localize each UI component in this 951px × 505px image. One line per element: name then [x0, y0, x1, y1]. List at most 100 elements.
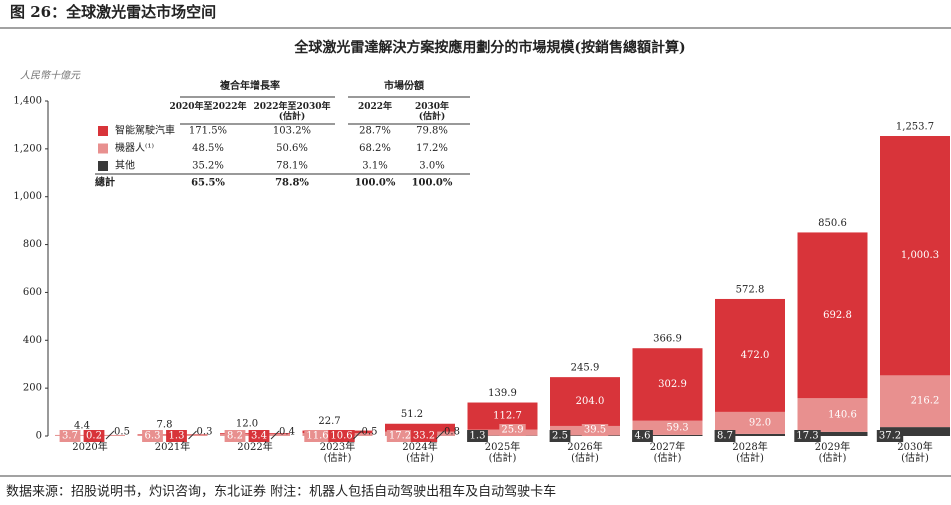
table-cell: 50.6% [276, 143, 308, 154]
value-label-bg [739, 349, 771, 362]
value-label-bg [574, 395, 606, 408]
table-cell: 48.5% [192, 143, 224, 154]
y-tick-label: 200 [23, 383, 42, 394]
table-header: 2022年至2030年 (估計) [253, 102, 331, 122]
legend-label: 智能駕駛汽車 [115, 124, 175, 137]
figure-title: 图 26：全球激光雷达市场空间 [10, 3, 216, 21]
value-label-bg [821, 309, 854, 322]
x-tick-label: 2029年 (估計) [814, 442, 851, 464]
value-label: 0.3 [197, 427, 213, 438]
value-label: 692.8 [823, 310, 852, 321]
x-tick-label: 2020年 [72, 442, 108, 453]
value-label-bg [549, 430, 571, 442]
table-cell: 3.0% [419, 161, 444, 172]
total-label: 139.9 [488, 388, 517, 399]
x-tick-label: 2030年 (估計) [897, 442, 933, 464]
value-label-bg [499, 424, 526, 436]
y-tick-label: 400 [23, 335, 42, 346]
x-tick-label: 2024年 (估計) [402, 442, 438, 464]
value-label: 33.2 [413, 431, 435, 442]
bar-segment [385, 423, 455, 432]
legend-swatch [98, 126, 108, 136]
value-label: 0.5 [362, 427, 378, 438]
table-cell: 79.8% [416, 126, 448, 137]
value-label: 472.0 [741, 350, 770, 361]
y-tick-label: 1,000 [13, 191, 42, 202]
value-label: 0.8 [444, 427, 460, 438]
chart-title: 全球激光雷達解決方案按應用劃分的市場規模(按銷售總額計算) [293, 39, 685, 56]
table-cell: 171.5% [189, 126, 227, 137]
value-label: 0.4 [279, 427, 295, 438]
value-label: 3.7 [62, 431, 78, 442]
total-label: 850.6 [818, 218, 847, 229]
table-cell: 78.8% [275, 178, 309, 189]
value-label: 1.3 [169, 431, 185, 442]
total-label: 51.2 [401, 409, 423, 420]
total-label: 1,253.7 [896, 122, 934, 133]
value-label-bg [794, 430, 821, 442]
value-label-bg [714, 430, 736, 442]
value-label-bg [59, 430, 81, 442]
value-label-bg [581, 424, 609, 436]
x-tick-label: 2022年 [237, 442, 273, 453]
value-label-bg [491, 410, 524, 423]
y-tick-label: 0 [36, 431, 42, 442]
table-cell: 65.5% [191, 178, 225, 189]
leader [435, 430, 445, 440]
value-label-bg [656, 378, 689, 391]
leader [188, 430, 197, 440]
x-tick-label: 2025年 (估計) [484, 442, 521, 464]
table-header: 2030年 (估計) [414, 102, 450, 122]
value-label: 0.2 [86, 431, 102, 442]
value-label-bg [746, 416, 774, 429]
x-tick-label: 2023年 (估計) [319, 442, 356, 464]
value-label-bg [142, 430, 163, 442]
value-label-bg [248, 430, 270, 442]
value-label-bg [664, 421, 691, 434]
legend-label: 機器人⁽¹⁾ [115, 141, 154, 154]
total-label: 572.8 [736, 284, 765, 295]
table-cell: 68.2% [359, 143, 391, 154]
value-label-bg [386, 430, 414, 442]
value-label: 112.7 [493, 411, 522, 422]
value-label: 92.0 [749, 417, 771, 428]
table-cell: 100.0% [355, 178, 396, 189]
table-group: 市場份額 [384, 81, 424, 92]
value-label-bg [410, 430, 438, 442]
value-label-bg [304, 430, 331, 442]
value-label: 37.2 [879, 431, 901, 442]
table-cell: 78.1% [276, 161, 308, 172]
value-label-bg [83, 430, 105, 442]
leader [105, 430, 115, 440]
legend-label: 其他 [115, 159, 135, 172]
value-label: 6.3 [145, 431, 161, 442]
value-label-bg [826, 409, 859, 422]
leader [270, 430, 280, 440]
y-tick-label: 1,200 [13, 143, 42, 154]
bar-segment [715, 433, 785, 436]
x-tick-label: 2028年 (估計) [732, 442, 768, 464]
x-tick-label: 2027年 (估計) [649, 442, 686, 464]
leader [353, 430, 362, 440]
legend-swatch [98, 143, 108, 154]
y-tick-label: 600 [23, 287, 42, 298]
value-label: 3.4 [251, 431, 267, 442]
value-label-bg [467, 430, 488, 442]
total-label: 366.9 [653, 334, 682, 345]
value-label: 11.6 [306, 431, 328, 442]
table-cell: 100.0% [412, 178, 453, 189]
table-cell: 35.2% [192, 161, 224, 172]
total-label: 22.7 [318, 416, 340, 427]
value-label: 216.2 [911, 396, 940, 407]
total-label: 245.9 [571, 363, 600, 374]
total-label: 12.0 [236, 419, 258, 430]
source: 数据来源：招股说明书，灼识咨询，东北证券 附注：机器人包括自动驾驶出租车及自动驾… [6, 484, 556, 500]
value-label: 1,000.3 [901, 250, 939, 261]
total-label: 7.8 [157, 420, 173, 431]
legend-swatch [98, 161, 108, 171]
table-cell: 17.2% [416, 143, 448, 154]
value-label-bg [898, 249, 942, 262]
table-total-label: 總計 [95, 176, 115, 189]
value-label: 204.0 [576, 396, 605, 407]
